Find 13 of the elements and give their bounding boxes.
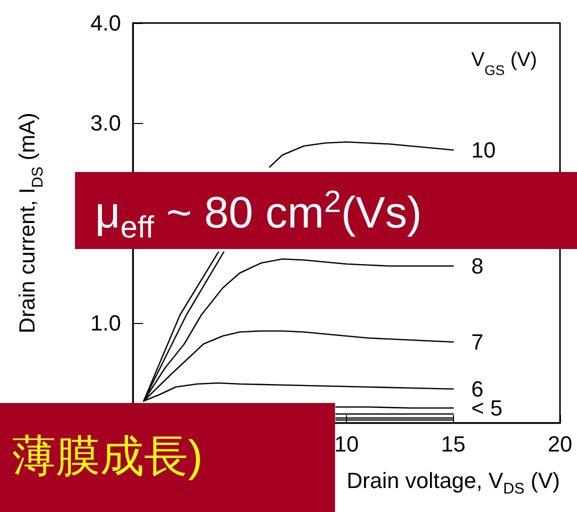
x-tick-label: 20 — [548, 432, 572, 456]
x-tick-label: 10 — [334, 432, 359, 456]
y-tick-label: 4.0 — [90, 10, 121, 36]
y-tick-label: 3.0 — [90, 110, 121, 136]
series-label: 7 — [471, 330, 484, 354]
x-axis-title: Drain voltage, V$_{DS}$ (V) — [346, 468, 560, 498]
banner-box: μ$_{eff}$ ~ 80 cm$^{2}$(Vs) — [75, 172, 577, 249]
banner-box: 薄膜成長) — [0, 403, 335, 512]
y-axis-title: Drain current, IDS (mA) — [14, 112, 47, 334]
x-tick-label: 15 — [441, 432, 466, 456]
y-tick-label: 1.0 — [90, 310, 121, 336]
series-label: 10 — [471, 138, 496, 162]
series-label: 8 — [471, 254, 484, 278]
